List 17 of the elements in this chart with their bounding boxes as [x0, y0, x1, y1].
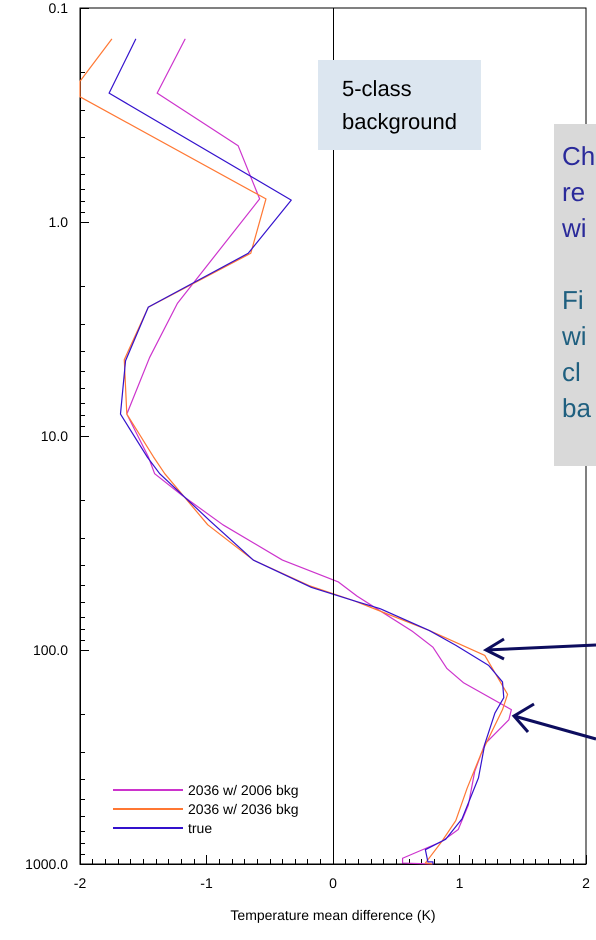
y-tick-label: 1.0 — [48, 214, 68, 230]
x-tick-label: 1 — [456, 875, 464, 891]
x-tick-label: -1 — [200, 875, 213, 891]
x-tick-label: 0 — [329, 875, 338, 891]
legend-label: true — [188, 820, 212, 836]
annotation: Ch re wi — [561, 141, 596, 243]
x-axis-title: Temperature mean difference (K) — [230, 907, 436, 923]
x-tick-label: -2 — [74, 875, 86, 891]
annotation: Fi wi cl ba — [561, 285, 592, 423]
y-tick-label: 100.0 — [32, 642, 68, 658]
legend-label: 2036 w/ 2006 bkg — [188, 782, 299, 798]
annotation: 5-class background — [342, 76, 457, 134]
y-tick-label: 1000.0 — [25, 856, 68, 872]
legend-label: 2036 w/ 2036 bkg — [188, 801, 299, 817]
y-tick-label: 10.0 — [40, 428, 68, 444]
x-tick-label: 2 — [582, 875, 590, 891]
y-tick-label: 0.1 — [48, 0, 68, 16]
